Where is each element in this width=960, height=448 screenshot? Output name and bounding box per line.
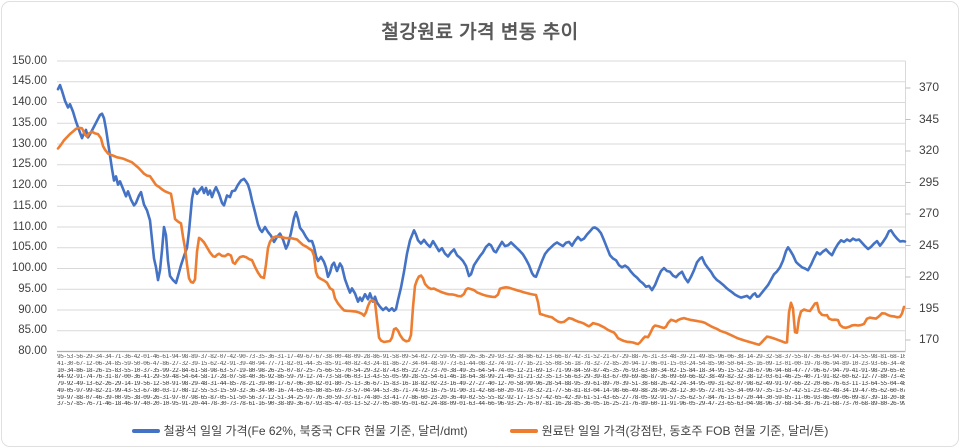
right-axis-tick-label: 245 xyxy=(919,237,940,252)
iron-ore-series-line xyxy=(56,83,907,313)
right-axis-tick-label: 270 xyxy=(919,206,940,220)
left-axis-tick-label: 95.00 xyxy=(18,282,47,295)
right-axis-tick-label: 345 xyxy=(919,111,940,126)
left-axis-tick-label: 115.00 xyxy=(12,199,47,212)
right-axis-tick-label: 195 xyxy=(919,300,940,315)
left-axis-tick-label: 150.00 xyxy=(11,54,47,67)
left-axis-tick-label: 85.00 xyxy=(18,324,47,337)
x-axis-label-smear-row: 41-30-67-12-06-24-85-59-50-06-47-86-27-3… xyxy=(57,360,905,367)
legend-item-coking-coal: 원료탄 일일 가격(강점탄, 동호주 FOB 현물 기준, 달러/톤) xyxy=(509,422,829,439)
legend: 철광석 일일 가격(Fe 62%, 북중국 CFR 현물 기준, 달러/dmt)… xyxy=(0,422,960,439)
left-axis-tick-label: 105.00 xyxy=(11,241,47,254)
x-axis-label-smear-row: 10-34-86-18-26-15-83-55-10-37-35-99-22-8… xyxy=(57,367,905,374)
left-axis-tick-label: 90.00 xyxy=(18,303,47,316)
left-axis-tick-label: 130.00 xyxy=(11,137,47,150)
right-axis-tick-label: 295 xyxy=(919,174,940,189)
right-axis-tick-label: 370 xyxy=(919,80,940,94)
left-axis-tick-label: 110.00 xyxy=(12,220,47,233)
left-axis-tick-label: 120.00 xyxy=(11,179,47,191)
x-axis-label-smear-row: 37-57-85-76-71-46-18-46-97-40-20-10-95-9… xyxy=(57,401,905,408)
coking-coal-series-line xyxy=(56,126,906,347)
left-axis-tick-label: 125.00 xyxy=(11,158,47,171)
chart-title: 철강원료 가격 변동 추이 xyxy=(381,22,579,43)
iron-ore-legend-label: 철광석 일일 가격(Fe 62%, 북중국 CFR 현물 기준, 달러/dmt) xyxy=(163,424,468,438)
x-axis-label-smear-row: 59-97-88-07-46-39-00-95-38-09-26-31-97-0… xyxy=(57,394,905,401)
x-axis-label-smear-row: 95-53-56-29-34-34-71-36-42-01-46-61-94-9… xyxy=(57,354,905,360)
left-axis-tick-label: 135.00 xyxy=(11,116,47,129)
left-axis-tick-label: 140.00 xyxy=(11,96,47,108)
coking-coal-legend-label: 원료탄 일일 가격(강점탄, 동호주 FOB 현물 기준, 달러/톤) xyxy=(541,424,829,438)
coking-coal-line-marker xyxy=(509,428,538,433)
right-axis-tick-label: 170 xyxy=(919,332,940,346)
legend-item-iron-ore: 철광석 일일 가격(Fe 62%, 북중국 CFR 현물 기준, 달러/dmt) xyxy=(131,422,468,439)
x-axis-label-smear-row: 79-92-49-13-62-26-29-14-19-56-12-50-91-9… xyxy=(57,381,905,387)
x-axis-date-labels-smear: 95-53-56-29-34-34-71-36-42-01-46-61-94-9… xyxy=(57,354,905,408)
left-axis-tick-label: 145.00 xyxy=(11,75,47,88)
iron-ore-line-marker xyxy=(131,428,160,433)
left-axis-tick-label: 80.00 xyxy=(18,345,47,357)
x-axis-label-smear-row: 49-05-97-99-82-21-99-43-53-67-80-03-17-0… xyxy=(57,387,905,394)
right-axis-tick-label: 220 xyxy=(919,269,940,283)
x-axis-label-smear-row: 44-92-91-74-76-31-87-00-36-41-29-59-48-5… xyxy=(57,374,905,381)
left-axis-tick-label: 100.00 xyxy=(11,262,47,274)
right-axis-tick-label: 320 xyxy=(919,143,940,157)
